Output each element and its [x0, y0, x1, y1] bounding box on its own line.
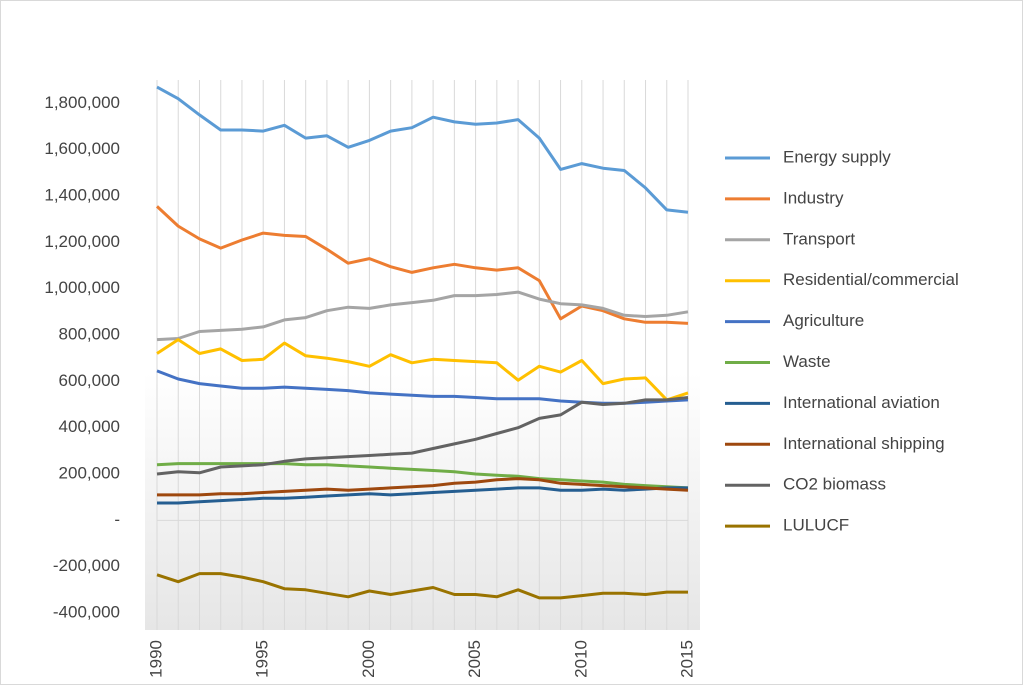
legend-label: LULUCF	[783, 516, 849, 535]
series-line	[156, 85, 689, 214]
x-tick-label: 2010	[571, 640, 590, 678]
y-tick-label: 200,000	[59, 463, 120, 482]
series-line	[156, 462, 689, 490]
series-line	[155, 205, 689, 325]
x-tick-label: 2005	[465, 640, 484, 678]
y-tick-label: 1,400,000	[44, 185, 120, 204]
y-tick-label: 800,000	[59, 324, 120, 343]
series-line	[156, 396, 689, 476]
x-tick-label: 2000	[359, 640, 378, 678]
y-tick-label: -	[114, 510, 120, 529]
legend-label: Residential/commercial	[783, 270, 959, 289]
series-line	[156, 338, 689, 402]
legend-label: Transport	[783, 229, 855, 248]
series-line	[157, 486, 688, 505]
series-line	[156, 572, 688, 600]
legend-label: Energy supply	[783, 147, 891, 166]
legend-label: Waste	[783, 352, 831, 371]
y-tick-label: 600,000	[59, 371, 120, 390]
y-tick-label: 1,600,000	[44, 139, 120, 158]
legend-label: Industry	[783, 188, 844, 207]
y-tick-label: 1,800,000	[44, 93, 120, 112]
y-tick-label: -200,000	[53, 556, 120, 575]
legend-label: Agriculture	[783, 311, 864, 330]
y-tick-label: 400,000	[59, 417, 120, 436]
y-tick-label: 1,200,000	[44, 232, 120, 251]
y-tick-label: -400,000	[53, 602, 120, 621]
legend-label: CO2 biomass	[783, 475, 886, 494]
y-tick-label: 1,000,000	[44, 278, 120, 297]
x-tick-label: 1995	[253, 640, 272, 678]
x-tick-label: 1990	[146, 640, 165, 678]
legend-label: International shipping	[783, 434, 945, 453]
plot-area	[145, 57, 700, 630]
series-line	[156, 290, 689, 342]
x-tick-label: 2015	[677, 640, 696, 678]
series-line	[157, 477, 689, 497]
legend-label: International aviation	[783, 393, 940, 412]
